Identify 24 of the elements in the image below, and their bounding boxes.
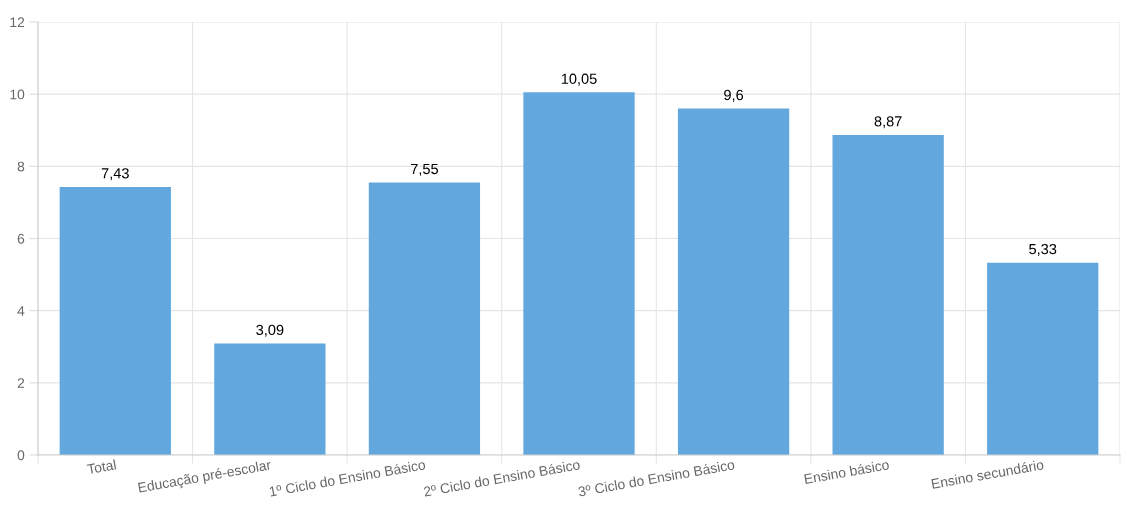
bar (59, 186, 171, 455)
bar (832, 134, 944, 455)
bar (987, 262, 1099, 455)
bar (368, 182, 481, 455)
y-tick-label: 8 (17, 161, 25, 172)
y-tick-label: 10 (10, 89, 25, 100)
bar (214, 343, 326, 455)
data-label: 7,55 (410, 163, 439, 176)
data-label: 7,43 (101, 168, 129, 181)
data-label: 3,09 (256, 324, 284, 337)
x-tick-label: Total (86, 459, 117, 475)
data-label: 10,05 (561, 73, 597, 86)
bar (677, 108, 790, 455)
x-tick-label: Ensino secundário (931, 459, 1044, 489)
y-tick-label: 12 (10, 17, 25, 28)
data-label: 5,33 (1029, 243, 1057, 256)
x-tick-label: Ensino básico (804, 459, 890, 485)
y-tick-label: 2 (17, 378, 25, 388)
data-label: 9,6 (724, 89, 744, 102)
y-tick-label: 0 (17, 450, 25, 461)
bar (523, 92, 635, 455)
y-tick-label: 4 (17, 306, 25, 316)
y-tick-label: 6 (17, 233, 25, 244)
data-label: 8,87 (874, 116, 902, 129)
